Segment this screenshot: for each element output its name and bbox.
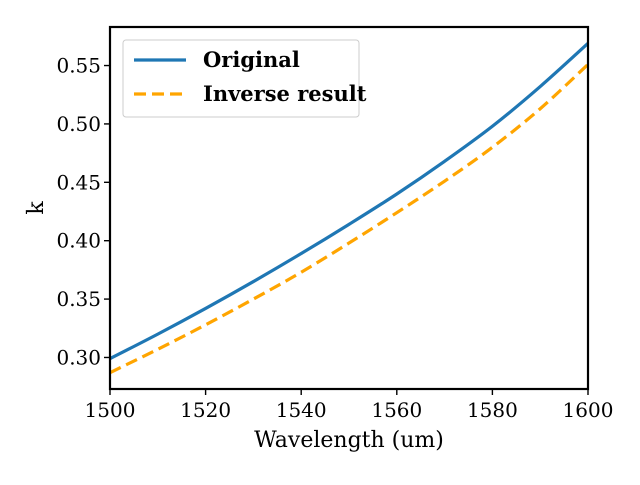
y-tick-label: 0.40 [56, 229, 101, 253]
plot-frame [108, 25, 590, 391]
x-tick-label: 1540 [276, 398, 327, 422]
legend: Original Inverse result [122, 39, 367, 118]
y-tick-label: 0.50 [56, 112, 101, 136]
legend-label-inverse-result: Inverse result [203, 81, 367, 106]
y-axis-ticks: 0.30 0.35 0.40 0.45 0.50 0.55 [56, 54, 110, 369]
legend-label-original: Original [203, 47, 300, 72]
y-axis-label: k [24, 201, 49, 215]
x-axis-ticks: 1500 1520 1540 1560 1580 1600 [85, 389, 614, 422]
x-tick-label: 1580 [467, 398, 518, 422]
x-axis-label: Wavelength (um) [254, 428, 444, 453]
x-tick-label: 1600 [563, 398, 614, 422]
x-tick-label: 1560 [371, 398, 422, 422]
y-tick-label: 0.30 [56, 345, 101, 369]
x-tick-label: 1520 [180, 398, 231, 422]
y-tick-label: 0.35 [56, 287, 101, 311]
series-layer [109, 42, 590, 375]
y-tick-label: 0.55 [56, 54, 101, 78]
series-line-original [109, 42, 590, 361]
y-tick-label: 0.45 [56, 170, 101, 194]
x-tick-label: 1500 [85, 398, 136, 422]
series-line-inverse-result [109, 63, 590, 375]
